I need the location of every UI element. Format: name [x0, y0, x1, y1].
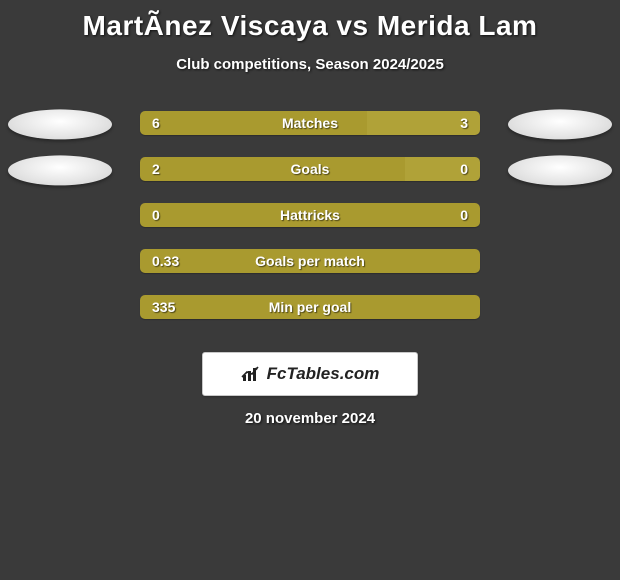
stat-bar: 335Min per goal [140, 295, 480, 319]
brand-badge[interactable]: FcTables.com [202, 352, 418, 396]
stat-label: Hattricks [140, 203, 480, 227]
page-title: MartÃ­nez Viscaya vs Merida Lam [0, 0, 620, 42]
brand-text: FcTables.com [267, 364, 380, 384]
stat-bar: 20Goals [140, 157, 480, 181]
stat-bar: 00Hattricks [140, 203, 480, 227]
stat-label: Goals per match [140, 249, 480, 273]
stat-bar: 63Matches [140, 111, 480, 135]
page-subtitle: Club competitions, Season 2024/2025 [0, 56, 620, 73]
comparison-infographic: MartÃ­nez Viscaya vs Merida Lam Club com… [0, 0, 620, 580]
stat-label: Goals [140, 157, 480, 181]
stat-row: 20Goals [0, 151, 620, 197]
stat-row: 0.33Goals per match [0, 243, 620, 289]
player-badge-right [508, 109, 612, 139]
player-badge-left [8, 109, 112, 139]
stat-row: 63Matches [0, 105, 620, 151]
stat-row: 335Min per goal [0, 289, 620, 335]
stat-label: Min per goal [140, 295, 480, 319]
player-badge-right [508, 155, 612, 185]
player-badge-left [8, 155, 112, 185]
stat-bar: 0.33Goals per match [140, 249, 480, 273]
stat-label: Matches [140, 111, 480, 135]
date-label: 20 november 2024 [0, 410, 620, 427]
chart-icon [241, 365, 263, 383]
stat-rows: 63Matches 20Goals 00Hattricks 0.33Goals per… [0, 105, 620, 335]
stat-row: 00Hattricks [0, 197, 620, 243]
